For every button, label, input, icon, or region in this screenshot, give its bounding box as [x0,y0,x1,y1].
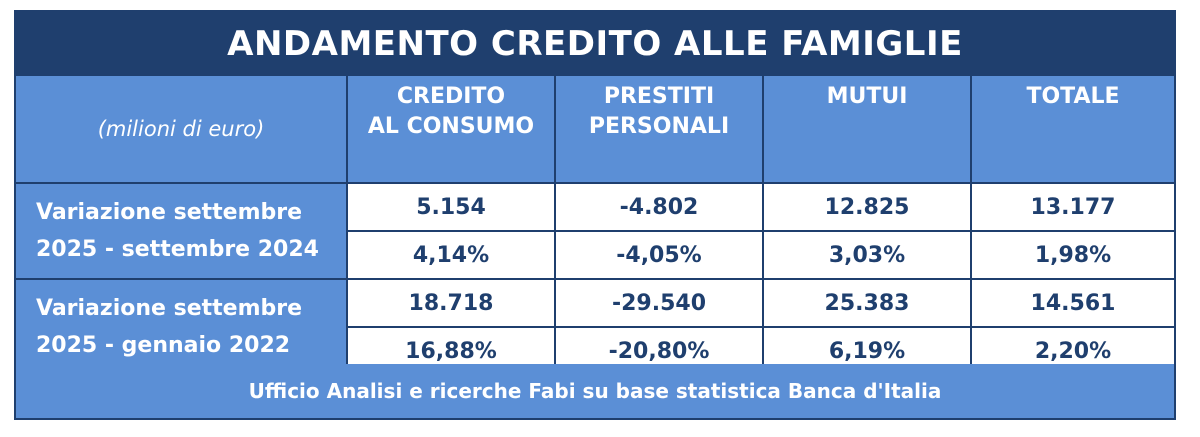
column-header-prestiti-personali: PRESTITI PERSONALI [556,76,762,182]
table-cell: 3,03% [764,232,970,278]
table-cell: 25.383 [764,280,970,326]
table-frame: ANDAMENTO CREDITO ALLE FAMIGLIE (milioni… [14,10,1176,420]
table-cell: 4,14% [348,232,554,278]
table-cell: 12.825 [764,184,970,230]
table-cell: 5.154 [348,184,554,230]
column-header-credito-consumo: CREDITO AL CONSUMO [348,76,554,182]
column-header-mutui: MUTUI [764,76,970,182]
row-label-group-2: Variazione settembre 2025 - gennaio 2022 [16,280,346,374]
row-label-line: 2025 - gennaio 2022 [36,333,291,358]
table-cell: -4.802 [556,184,762,230]
table-cell: 13.177 [972,184,1174,230]
row-label-line: 2025 - settembre 2024 [36,237,319,262]
column-header-line: AL CONSUMO [367,114,535,139]
table-cell: -4,05% [556,232,762,278]
table-footer-source: Ufficio Analisi e ricerche Fabi su base … [16,364,1174,418]
column-header-line: PRESTITI [603,84,715,109]
table-cell: 1,98% [972,232,1174,278]
unit-label: (milioni di euro) [16,76,346,182]
column-header-totale: TOTALE [972,76,1174,182]
table-cell: 18.718 [348,280,554,326]
table-title: ANDAMENTO CREDITO ALLE FAMIGLIE [16,12,1174,76]
column-header-line: PERSONALI [588,114,730,139]
table-cell: 14.561 [972,280,1174,326]
row-label-group-1: Variazione settembre 2025 - settembre 202… [16,184,346,278]
row-label-line: Variazione settembre [36,296,303,321]
column-header-line: MUTUI [826,84,908,109]
column-header-line: CREDITO [396,84,506,109]
table-cell: -29.540 [556,280,762,326]
row-label-line: Variazione settembre [36,200,303,225]
column-header-line: TOTALE [1026,84,1120,109]
